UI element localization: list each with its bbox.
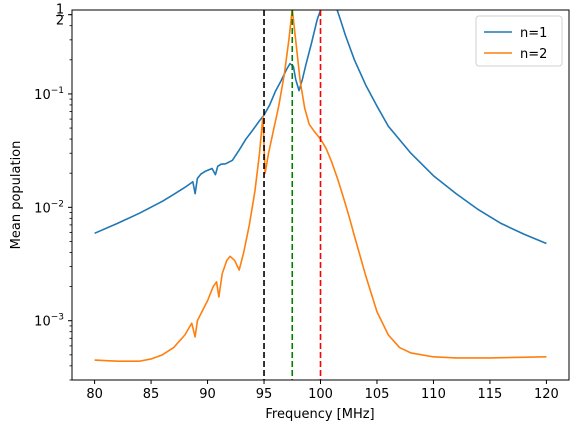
x-tick-label: 110 [421,387,446,402]
x-tick-label: 95 [256,387,273,402]
svg-text:2: 2 [56,14,64,29]
y-tick-label: 12 [56,3,64,29]
y-axis: 10−3 10−2 10−1 12 [34,3,72,381]
x-axis: 80 85 90 95 100 105 110 115 120 [86,380,559,402]
x-axis-label: Frequency [MHz] [265,407,374,422]
legend-box [475,15,563,67]
svg-text:1: 1 [56,3,64,18]
x-tick-label: 85 [143,387,160,402]
y-axis-label: Mean population [9,141,24,250]
x-tick-label: 100 [308,387,333,402]
x-tick-label: 115 [478,387,503,402]
x-tick-label: 120 [534,387,559,402]
x-tick-label: 80 [86,387,103,402]
x-tick-label: 105 [365,387,390,402]
legend: n=1n=2 [475,15,563,67]
series-line-2 [94,10,547,362]
legend-entry: n=1 [520,26,547,41]
y-tick-label: 10−3 [34,313,64,330]
series-layer [94,10,547,362]
series-line-1 [94,10,547,245]
legend-entry: n=2 [520,47,547,62]
reference-lines [263,10,322,380]
y-tick-label: 10−1 [34,86,64,103]
y-tick-label: 10−2 [34,199,64,216]
x-tick-label: 90 [199,387,216,402]
